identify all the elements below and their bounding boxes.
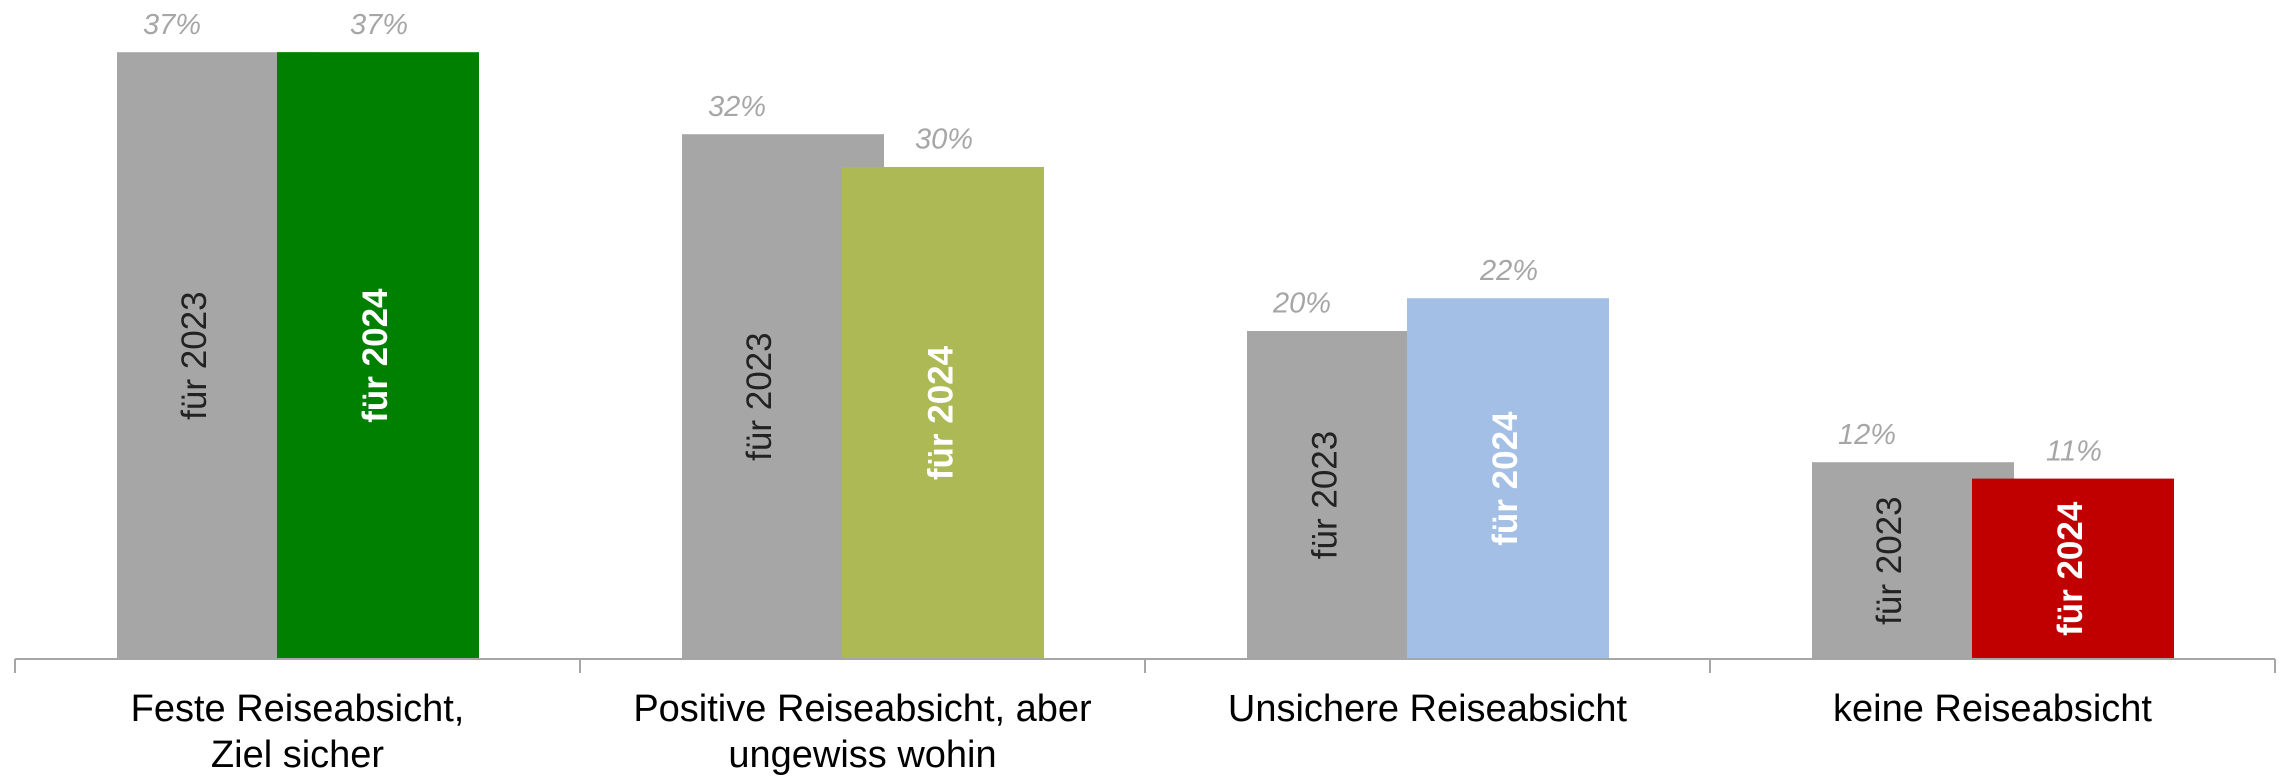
x-tick-label: Unsichere Reiseabsicht: [1227, 688, 1628, 730]
series-label: für 2023: [1305, 431, 1344, 559]
x-tick-label: Positive Reiseabsicht, aber ungewiss woh…: [633, 688, 1092, 776]
value-label: 30%: [915, 124, 973, 156]
value-label: 12%: [1838, 419, 1896, 451]
value-label: 37%: [143, 9, 201, 41]
value-label: 22%: [1479, 255, 1538, 287]
x-tick-label: keine Reiseabsicht: [1833, 688, 2152, 730]
bar: [1972, 478, 2174, 659]
series-label: für 2023: [740, 332, 779, 460]
series-label: für 2023: [175, 291, 214, 419]
value-label: 11%: [2046, 435, 2102, 467]
series-label: für 2024: [921, 345, 960, 480]
bar: [277, 52, 479, 659]
series-label: für 2023: [1870, 496, 1909, 624]
series-label: für 2024: [356, 288, 395, 423]
series-label: für 2024: [1486, 411, 1525, 546]
value-label: 32%: [708, 91, 766, 123]
value-label: 37%: [350, 9, 408, 41]
x-tick-label: Feste Reiseabsicht, Ziel sicher: [130, 688, 465, 776]
value-label: 20%: [1272, 288, 1331, 320]
series-label: für 2024: [2051, 501, 2090, 636]
bar: [842, 167, 1044, 659]
bar: [1407, 298, 1609, 659]
